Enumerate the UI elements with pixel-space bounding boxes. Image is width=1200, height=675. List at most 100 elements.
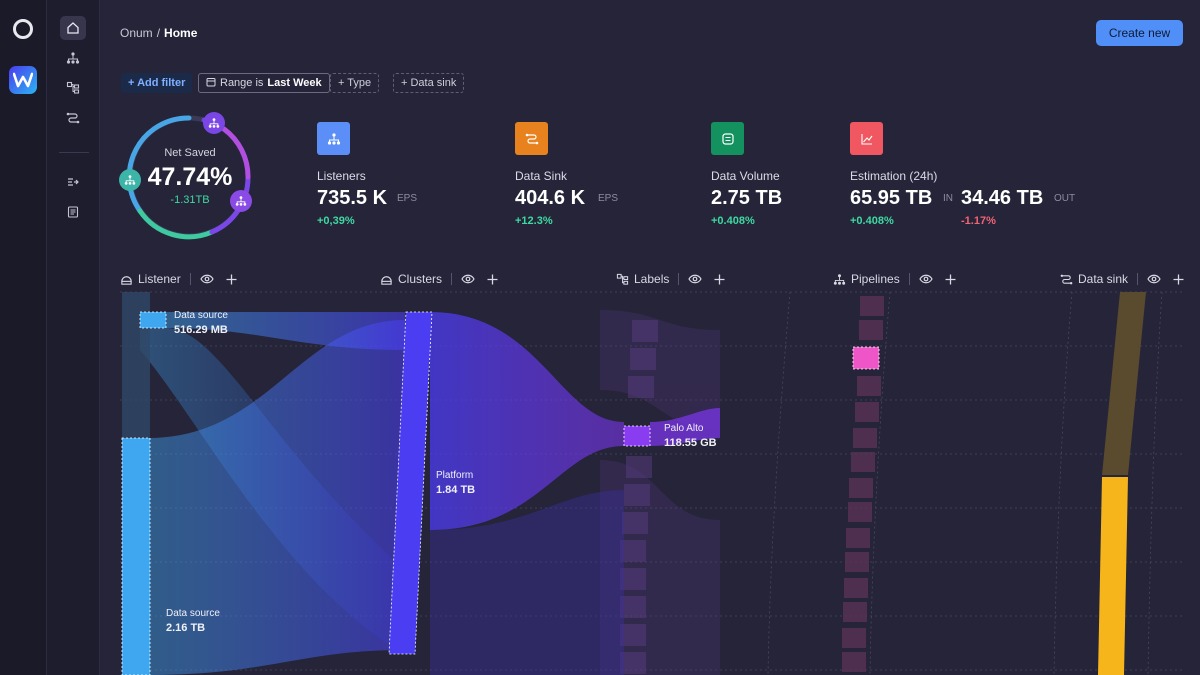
- add-filter-button[interactable]: + Add filter: [121, 73, 193, 93]
- node-source1-value: 516.29 MB: [174, 324, 228, 336]
- estimation-out-value: 34.46 TB: [961, 187, 1044, 209]
- estimation-stat-title: Estimation (24h): [850, 169, 938, 183]
- node-source1-label[interactable]: Data source 516.29 MB: [174, 309, 228, 338]
- nav-divider: [59, 152, 89, 153]
- estimation-out-unit: OUT: [1054, 193, 1076, 204]
- listeners-stat-title: Listeners: [317, 169, 366, 183]
- net-saved-value: 47.74%: [147, 163, 233, 191]
- flow-platform-labels: [430, 490, 624, 675]
- data-volume-stat-value: 2.75 TB: [711, 187, 783, 209]
- column-listener: Listener: [120, 271, 249, 287]
- data-sink-filter-button[interactable]: + Data sink: [393, 73, 465, 93]
- estimation-in-unit: IN: [943, 193, 953, 204]
- data-volume-stat-icon: [711, 122, 744, 155]
- clusters-icon: [380, 273, 393, 286]
- flow-source2-platform: [148, 320, 405, 675]
- data-volume-stat-delta: +0.408%: [711, 215, 755, 227]
- eye-icon[interactable]: [688, 273, 703, 285]
- estimation-stat-icon: [850, 122, 883, 155]
- add-icon[interactable]: [945, 274, 956, 285]
- column-clusters-label: Clusters: [398, 272, 443, 286]
- gauge-hierarchy-badge-icon: [203, 112, 225, 134]
- add-icon[interactable]: [714, 274, 725, 285]
- sink-bar-main: [1098, 477, 1128, 675]
- add-icon[interactable]: [226, 274, 237, 285]
- create-new-button[interactable]: Create new: [1096, 20, 1183, 46]
- column-labels: Labels: [616, 271, 737, 287]
- node-platform-name: Platform: [436, 470, 474, 481]
- side-nav: [47, 0, 100, 675]
- column-pipelines: Pipelines: [833, 271, 968, 287]
- pipelines-nav-icon[interactable]: [60, 106, 86, 130]
- range-filter-value: Last Week: [267, 77, 322, 89]
- node-platform: [388, 311, 433, 655]
- sink-bar-top: [1102, 292, 1146, 475]
- flow-platform-paloalto: [430, 312, 624, 530]
- data-sink-stat-delta: +12.3%: [515, 215, 553, 227]
- data-volume-stat-title: Data Volume: [711, 169, 780, 183]
- breadcrumb-current: Home: [164, 26, 198, 40]
- listeners-nav-icon[interactable]: [60, 46, 86, 70]
- column-listener-label: Listener: [138, 272, 181, 286]
- node-platform-label[interactable]: Platform 1.84 TB: [436, 469, 475, 498]
- column-pipelines-label: Pipelines: [851, 272, 900, 286]
- estimation-in-delta: +0.408%: [850, 215, 894, 227]
- listener-icon: [120, 273, 133, 286]
- breadcrumb: Onum / Home: [120, 26, 197, 40]
- node-source2-value: 2.16 TB: [166, 622, 206, 634]
- eye-icon[interactable]: [919, 273, 933, 285]
- listeners-stat-unit: EPS: [397, 193, 418, 204]
- gauge-sink-badge-icon: [230, 190, 252, 212]
- node-paloalto-value: 118.55 GB: [664, 437, 717, 449]
- node-source1-name: Data source: [174, 310, 228, 321]
- column-clusters: Clusters: [380, 271, 510, 287]
- flow-paloalto-out: [650, 408, 720, 446]
- add-icon[interactable]: [487, 274, 498, 285]
- range-filter-chip[interactable]: Range is Last Week: [198, 73, 330, 93]
- labels-nav-icon[interactable]: [60, 76, 86, 100]
- eye-icon[interactable]: [200, 273, 214, 285]
- onum-logo-icon[interactable]: [13, 19, 33, 39]
- listeners-stat-icon: [317, 122, 350, 155]
- document-nav-icon[interactable]: [60, 200, 86, 224]
- net-saved-delta: -1.31TB: [170, 194, 210, 206]
- listeners-stat-value: 735.5 K: [317, 187, 388, 209]
- node-source2-label[interactable]: Data source 2.16 TB: [166, 607, 220, 636]
- gauge-source-badge-icon: [119, 169, 141, 191]
- node-paloalto: [623, 425, 651, 447]
- pipelines-icon: [833, 273, 846, 286]
- node-source1: [139, 311, 167, 329]
- data-sink-stat-title: Data Sink: [515, 169, 568, 183]
- node-paloalto-name: Palo Alto: [664, 423, 704, 434]
- type-filter-button[interactable]: + Type: [330, 73, 380, 93]
- breadcrumb-root[interactable]: Onum: [120, 26, 153, 40]
- data-sink-icon: [1060, 273, 1073, 286]
- add-icon[interactable]: [1173, 274, 1184, 285]
- pipeline-column-stubs: [842, 296, 884, 672]
- column-data-sink-label: Data sink: [1078, 272, 1129, 286]
- calendar-icon: [206, 77, 216, 90]
- eye-icon[interactable]: [1147, 273, 1161, 285]
- breadcrumb-separator: /: [156, 26, 161, 40]
- node-source2-name: Data source: [166, 608, 220, 619]
- listeners-stat-delta: +0,39%: [317, 215, 355, 227]
- node-platform-value: 1.84 TB: [436, 484, 476, 496]
- workspace-app-icon[interactable]: [9, 66, 37, 94]
- estimation-in-value: 65.95 TB: [850, 187, 933, 209]
- data-sink-stat-value: 404.6 K: [515, 187, 586, 209]
- column-data-sink: Data sink: [1060, 271, 1184, 287]
- flow-sankey: [120, 291, 1182, 675]
- eye-icon[interactable]: [461, 273, 475, 285]
- node-source2: [121, 437, 151, 675]
- app-rail: [0, 0, 47, 675]
- export-nav-icon[interactable]: [60, 170, 86, 194]
- label-column-stubs: [620, 320, 658, 674]
- node-paloalto-label[interactable]: Palo Alto 118.55 GB: [664, 422, 717, 451]
- labels-icon: [616, 273, 629, 286]
- net-saved-label: Net Saved: [164, 147, 216, 159]
- home-icon[interactable]: [60, 16, 86, 40]
- range-filter-prefix: Range is: [220, 77, 264, 89]
- data-sink-stat-icon: [515, 122, 548, 155]
- estimation-out-delta: -1.17%: [961, 215, 996, 227]
- column-labels-label: Labels: [634, 272, 670, 286]
